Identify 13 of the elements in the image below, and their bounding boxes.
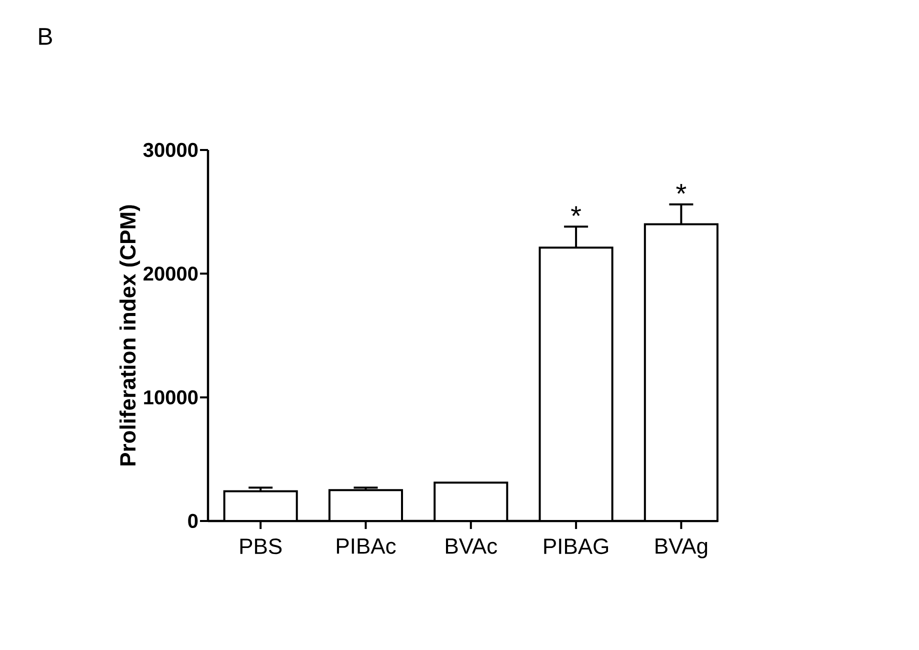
text: B — [39, 28, 52, 45]
x-tick-label: BVAg — [656, 538, 708, 558]
y-axis-title: Proliferation index (CPM) — [119, 205, 140, 466]
y-tick-label: 30000 — [143, 142, 198, 158]
x-tick-label: PIBAG — [544, 538, 608, 554]
x-tick-label: PBS — [240, 538, 282, 554]
x-tick-label: BVAc — [446, 538, 498, 554]
y-tick-label: 20000 — [144, 266, 198, 281]
y-tick-label: 10000 — [144, 390, 198, 404]
y-tick-label: 0 — [188, 514, 198, 528]
annotation: * — [571, 206, 582, 216]
annotation: * — [676, 184, 686, 194]
x-tick-label: PIBAc — [336, 538, 396, 554]
